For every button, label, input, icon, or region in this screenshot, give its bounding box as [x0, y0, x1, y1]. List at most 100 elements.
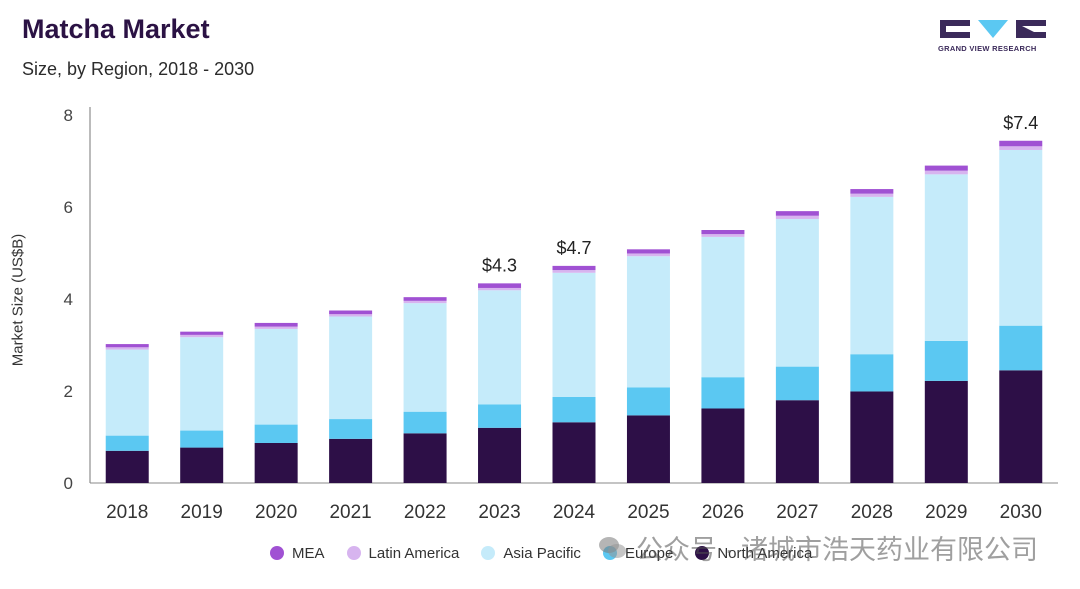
bar-segment-mea-2019 [180, 331, 224, 335]
bar-segment-mea-2027 [775, 211, 819, 216]
bar-segment-mea-2029 [924, 165, 968, 171]
x-tick-label: 2024 [553, 502, 596, 523]
bar-segment-mea-2026 [701, 230, 745, 235]
y-tick-label: 4 [64, 290, 73, 309]
x-tick-label: 2028 [851, 502, 893, 523]
x-tick-label: 2021 [329, 502, 371, 523]
bar-segment-europe-2022 [403, 411, 447, 434]
bar-segment-europe-2026 [701, 377, 745, 409]
grand-view-research-logo [940, 20, 1046, 38]
bar-segment-latin-america-2027 [775, 215, 819, 219]
bar-segment-asia-pacific-2024 [552, 272, 596, 397]
y-tick-label: 6 [64, 198, 73, 217]
stacked-bar-chart: 0 2 4 6 8 2018 2019 2020 2021 2022 2023 2024 2025 202… [64, 106, 1058, 523]
bar-segment-mea-2028 [850, 189, 894, 194]
x-tick-label: 2019 [181, 502, 223, 523]
bar-segment-asia-pacific-2022 [403, 303, 447, 412]
watermark: 公众号 · 诸城市浩天药业有限公司 [598, 528, 1038, 567]
bar-segment-latin-america-2019 [180, 334, 224, 338]
legend-item-north-america: North America [695, 545, 812, 562]
bar-segment-north-america-2025 [626, 415, 670, 483]
bar-segment-north-america-2029 [924, 380, 968, 483]
bar-segment-asia-pacific-2021 [329, 316, 373, 420]
bar-segment-europe-2030 [999, 325, 1043, 371]
bar-segment-asia-pacific-2019 [180, 337, 224, 431]
bar-segment-latin-america-2023 [478, 287, 522, 291]
y-axis-label: Market Size (US$B) [9, 233, 27, 367]
logo-text: GRAND VIEW RESEARCH [938, 44, 1037, 53]
y-tick-label: 2 [64, 382, 73, 401]
watermark-text: 公众号 · 诸城市浩天药业有限公司 [636, 535, 1038, 565]
bar-segment-latin-america-2021 [329, 314, 373, 317]
legend-label-europe: Europe [624, 544, 674, 562]
bar-segment-mea-2020 [254, 322, 298, 327]
bar-segment-europe-2024 [552, 396, 596, 423]
legend-item-latin-america: Latin America [346, 544, 460, 562]
data-label-2024: $4.7 [556, 238, 591, 258]
legend-label-latin-america: Latin America [368, 544, 460, 562]
data-label-2030: $7.4 [1003, 113, 1038, 133]
legend-item-mea: MEA [270, 545, 325, 562]
bar-segment-north-america-2023 [478, 427, 522, 483]
bar-segment-latin-america-2028 [850, 193, 894, 197]
bar-segment-europe-2020 [254, 424, 298, 443]
bar-segment-asia-pacific-2027 [775, 218, 819, 367]
legend-item-asia-pacific: Asia Pacific [481, 545, 581, 562]
bar-segment-latin-america-2026 [701, 234, 745, 237]
bar-segment-asia-pacific-2018 [105, 349, 149, 436]
bar-segment-north-america-2030 [999, 370, 1043, 483]
bar-segment-europe-2021 [329, 419, 373, 439]
bar-segment-north-america-2021 [329, 438, 373, 483]
bar-segment-latin-america-2029 [924, 170, 968, 175]
bar-segment-north-america-2024 [552, 422, 596, 483]
x-tick-label: 2022 [404, 502, 446, 523]
bar-segment-mea-2021 [329, 310, 373, 315]
y-tick-label: 8 [64, 106, 73, 125]
bar-segment-latin-america-2024 [552, 270, 596, 273]
legend-swatch-mea [270, 546, 284, 560]
bar-segment-asia-pacific-2030 [999, 149, 1043, 326]
bar-segment-latin-america-2020 [254, 326, 298, 329]
bar-segment-europe-2019 [180, 430, 224, 448]
bar-segment-north-america-2027 [775, 400, 819, 483]
bar-segment-north-america-2022 [403, 433, 447, 483]
bar-segment-north-america-2020 [254, 442, 298, 483]
bar-segment-north-america-2018 [105, 450, 149, 483]
bar-segment-europe-2025 [626, 387, 670, 416]
bar-segment-europe-2029 [924, 340, 968, 381]
bar-segment-north-america-2019 [180, 447, 224, 483]
bar-segment-north-america-2028 [850, 391, 894, 483]
bar-segment-asia-pacific-2028 [850, 196, 894, 355]
x-tick-label: 2027 [776, 502, 818, 523]
y-tick-label: 0 [64, 474, 73, 493]
bar-segment-mea-2030 [999, 140, 1043, 147]
legend-label-mea: MEA [292, 544, 325, 562]
bar-segment-europe-2027 [775, 366, 819, 401]
chart-subtitle: Size, by Region, 2018 - 2030 [22, 59, 255, 79]
legend-swatch-north-america [695, 546, 710, 560]
x-tick-label: 2020 [255, 502, 297, 523]
bar-segment-asia-pacific-2023 [478, 290, 522, 405]
chart-title: Matcha Market [22, 14, 210, 44]
x-tick-label: 2029 [925, 502, 967, 523]
x-tick-label: 2026 [702, 502, 744, 523]
bar-segment-latin-america-2025 [626, 253, 670, 257]
bar-segment-latin-america-2022 [403, 300, 447, 304]
legend-label-north-america: North America [717, 544, 813, 562]
bar-segment-mea-2023 [478, 283, 522, 288]
bar-segment-north-america-2026 [701, 408, 745, 483]
x-tick-label: 2030 [1000, 502, 1042, 523]
bar-segment-europe-2018 [105, 435, 149, 451]
bar-segment-mea-2022 [403, 297, 447, 301]
x-tick-label: 2023 [478, 502, 520, 523]
wechat-icon [599, 536, 626, 558]
legend-swatch-asia-pacific [481, 546, 496, 560]
data-label-2023: $4.3 [482, 255, 517, 275]
x-tick-label: 2025 [627, 502, 669, 523]
bar-segment-europe-2028 [850, 354, 894, 392]
bar-segment-asia-pacific-2025 [626, 256, 670, 388]
bar-segment-mea-2024 [552, 265, 596, 271]
bar-segment-mea-2018 [105, 344, 149, 348]
bar-segment-latin-america-2030 [999, 146, 1043, 150]
bar-segment-mea-2025 [626, 249, 670, 254]
